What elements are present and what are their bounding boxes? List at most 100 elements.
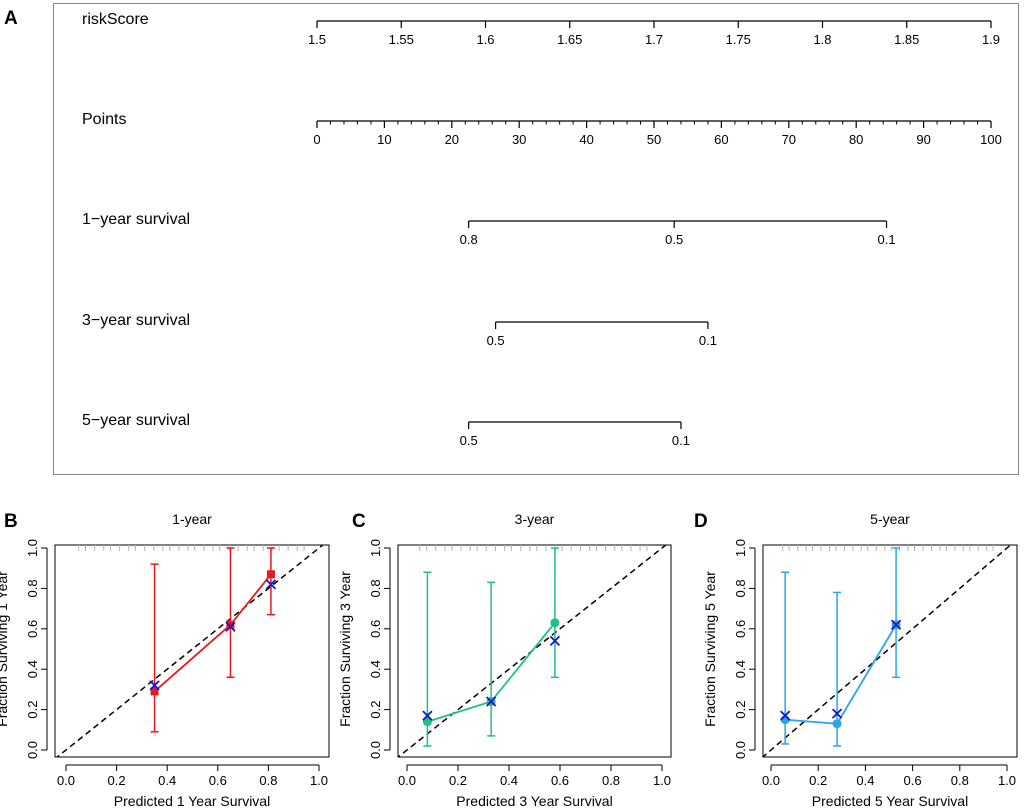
x-tick-label: 0.8 — [259, 773, 277, 788]
y-tick-label: 0.8 — [733, 579, 748, 597]
bias-corrected-point — [265, 579, 277, 590]
x-tick-label: 0.2 — [449, 773, 467, 788]
plot-frame-5-year — [762, 544, 1018, 758]
observed-point — [150, 687, 159, 696]
x-tick-label: 0.6 — [904, 773, 922, 788]
panel-letter-c: C — [352, 511, 366, 532]
x-tick-label: 0.0 — [398, 773, 416, 788]
panel-letter-b: B — [4, 511, 18, 532]
nomogram-tick-label: 1.55 — [389, 32, 414, 47]
y-tick-label: 0.0 — [25, 741, 40, 759]
diagonal-reference-line — [56, 545, 324, 757]
x-tick-label: 1.0 — [998, 773, 1016, 788]
panel-letter-d: D — [694, 511, 708, 532]
x-tick-label: 0.2 — [809, 773, 827, 788]
y-tick-label: 0.0 — [733, 741, 748, 759]
nomogram-tick-label: 10 — [377, 132, 391, 147]
x-tick-label: 0.4 — [856, 773, 874, 788]
diagonal-reference-line — [398, 545, 667, 757]
nomogram-tick-label: 70 — [782, 132, 796, 147]
calibration-title-1-year: 1-year — [172, 511, 212, 527]
nomogram-tick-label: 100 — [980, 132, 1002, 147]
nomogram-tick-label: 1.65 — [557, 32, 582, 47]
nomogram-tick-label: 0.8 — [460, 232, 478, 247]
bias-corrected-point — [486, 696, 497, 707]
nomogram-tick-label: 1.9 — [982, 32, 1000, 47]
calibration-3-year-panel: C 3-year 0.0 0.2 0.4 0.6 0.8 1.0 Predicted 3 Yea… — [337, 511, 672, 809]
bias-corrected-point — [780, 710, 791, 721]
calibration-1-year-panel: B 1-year 0.0 0.2 0.4 0.6 0.8 1.0 Predicted 1 Yea… — [0, 511, 330, 809]
nomogram-tick-label: 0.5 — [487, 333, 505, 348]
nomogram-tick-label: 0.1 — [699, 333, 717, 348]
calibration-title-3-year: 3-year — [515, 511, 555, 527]
nomogram-tick-label: 0.5 — [460, 433, 478, 448]
plot-area-5-year — [763, 545, 1012, 757]
x-tick-label: 1.0 — [653, 773, 671, 788]
nomogram-tick-label: 40 — [579, 132, 593, 147]
nomogram-tick-label: 50 — [647, 132, 661, 147]
nomogram-tick-label: 0.5 — [665, 232, 683, 247]
calibration-title-5-year: 5-year — [870, 511, 910, 527]
panel-letter-a: A — [4, 8, 18, 29]
x-tick-label: 0.6 — [551, 773, 569, 788]
calibration-5-year-panel: D 5-year 0.0 0.2 0.4 0.6 0.8 1.0 Predicted 5 Yea… — [694, 511, 1018, 809]
y-tick-label: 0.2 — [25, 701, 40, 719]
x-tick-label: 1.0 — [310, 773, 328, 788]
bias-corrected-point — [225, 621, 236, 632]
x-tick-label: 0.6 — [209, 773, 227, 788]
y-tick-label: 0.8 — [368, 579, 383, 597]
observed-point — [422, 717, 432, 727]
y-axis-label: Fraction Surviving 5 Year — [702, 571, 718, 727]
bias-corrected-point — [549, 635, 561, 647]
bias-corrected-point — [149, 680, 160, 691]
y-tick-label: 0.4 — [25, 660, 40, 678]
x-tick-label: 0.4 — [158, 773, 176, 788]
y-tick-label: 0.2 — [368, 701, 383, 719]
x-tick-label: 0.8 — [602, 773, 620, 788]
y-tick-label: 0.4 — [368, 660, 383, 678]
observed-point — [550, 618, 560, 628]
nomogram-tick-label: 20 — [445, 132, 459, 147]
y-tick-label: 0.2 — [733, 701, 748, 719]
nomogram-tick-label: 1.85 — [894, 32, 919, 47]
nomogram-tick-label: 60 — [714, 132, 728, 147]
nomogram-label-surv3: 3−year survival — [82, 312, 190, 329]
x-tick-label: 0.0 — [762, 773, 780, 788]
bias-corrected-point — [890, 619, 902, 630]
x-tick-label: 0.4 — [500, 773, 518, 788]
nomogram-tick-label: 0.1 — [672, 433, 690, 448]
observed-point — [832, 719, 842, 729]
bias-corrected-point — [422, 710, 433, 721]
nomogram-label-riskScore: riskScore — [82, 11, 149, 28]
y-tick-label: 0.8 — [25, 579, 40, 597]
y-tick-label: 0.0 — [368, 741, 383, 759]
y-tick-label: 1.0 — [25, 539, 40, 557]
plot-frame-1-year — [54, 544, 330, 758]
x-axis-label: Predicted 1 Year Survival — [114, 793, 270, 809]
nomogram-tick-label: 90 — [916, 132, 930, 147]
y-axis-label: Fraction Surviving 3 Year — [337, 571, 353, 727]
nomogram-tick-label: 1.8 — [813, 32, 831, 47]
y-tick-label: 0.6 — [368, 620, 383, 638]
nomogram-tick-label: 1.6 — [476, 32, 494, 47]
x-tick-label: 0.2 — [108, 773, 126, 788]
plot-area-1-year — [56, 545, 324, 757]
nomogram-tick-label: 1.75 — [726, 32, 751, 47]
y-tick-label: 0.6 — [733, 620, 748, 638]
nomogram-frame — [53, 3, 1019, 475]
observed-point — [266, 570, 275, 579]
y-tick-label: 0.6 — [25, 620, 40, 638]
observed-point — [226, 620, 235, 629]
nomogram-label-surv1: 1−year survival — [82, 211, 190, 228]
y-tick-label: 1.0 — [368, 539, 383, 557]
nomogram-tick-label: 0 — [313, 132, 320, 147]
nomogram-label-points: Points — [82, 111, 126, 128]
x-tick-label: 0.0 — [57, 773, 75, 788]
y-axis-label: Fraction Surviving 1 Year — [0, 571, 10, 727]
y-tick-label: 0.4 — [733, 660, 748, 678]
nomogram-tick-label: 80 — [849, 132, 863, 147]
nomogram-tick-label: 30 — [512, 132, 526, 147]
x-axis-label: Predicted 3 Year Survival — [456, 793, 612, 809]
